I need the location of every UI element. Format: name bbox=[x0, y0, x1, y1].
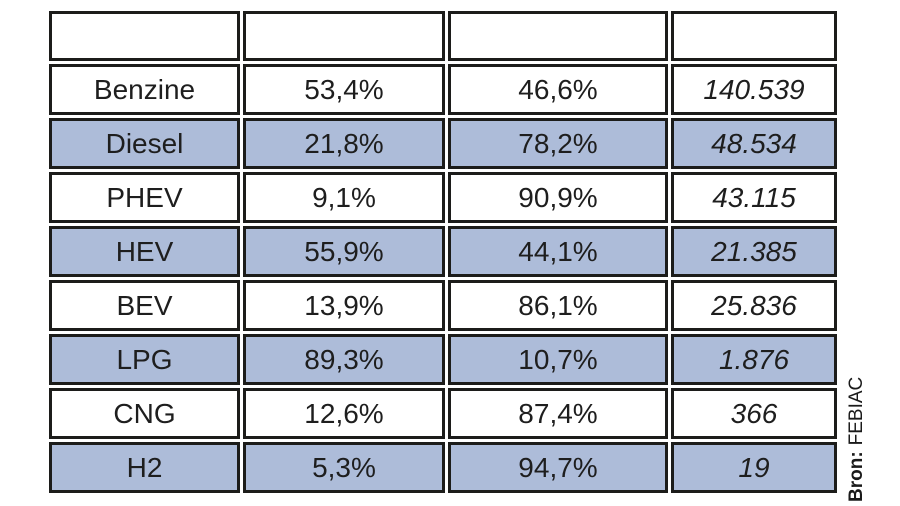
header-blank-cell bbox=[49, 11, 240, 61]
cell-totaal: 1.876 bbox=[671, 334, 837, 385]
cell-particulieren: 12,6% bbox=[243, 388, 445, 439]
cell-totaal: 48.534 bbox=[671, 118, 837, 169]
source-attribution: Bron: FEBIAC bbox=[846, 377, 868, 502]
cell-bedrijven: 94,7% bbox=[448, 442, 668, 493]
table-row-cng: CNG 12,6% 87,4% 366 bbox=[49, 388, 837, 439]
cell-totaal: 366 bbox=[671, 388, 837, 439]
cell-particulieren: 55,9% bbox=[243, 226, 445, 277]
table-row-lpg: LPG 89,3% 10,7% 1.876 bbox=[49, 334, 837, 385]
row-label: Diesel bbox=[49, 118, 240, 169]
cell-particulieren: 13,9% bbox=[243, 280, 445, 331]
table-row-phev: PHEV 9,1% 90,9% 43.115 bbox=[49, 172, 837, 223]
header-row: Particulieren Bedrijven Totaal bbox=[49, 11, 837, 61]
cell-totaal: 25.836 bbox=[671, 280, 837, 331]
cell-particulieren: 89,3% bbox=[243, 334, 445, 385]
cell-bedrijven: 86,1% bbox=[448, 280, 668, 331]
table-row-bev: BEV 13,9% 86,1% 25.836 bbox=[49, 280, 837, 331]
cell-totaal: 43.115 bbox=[671, 172, 837, 223]
table-row-h2: H2 5,3% 94,7% 19 bbox=[49, 442, 837, 493]
cell-totaal: 19 bbox=[671, 442, 837, 493]
header-bedrijven: Bedrijven bbox=[448, 11, 668, 61]
row-label: Benzine bbox=[49, 64, 240, 115]
row-label: LPG bbox=[49, 334, 240, 385]
source-prefix-label: Bron: bbox=[846, 451, 867, 502]
cell-particulieren: 5,3% bbox=[243, 442, 445, 493]
row-label: HEV bbox=[49, 226, 240, 277]
cell-bedrijven: 44,1% bbox=[448, 226, 668, 277]
table-row-diesel: Diesel 21,8% 78,2% 48.534 bbox=[49, 118, 837, 169]
cell-particulieren: 9,1% bbox=[243, 172, 445, 223]
row-label: H2 bbox=[49, 442, 240, 493]
cell-particulieren: 21,8% bbox=[243, 118, 445, 169]
cell-bedrijven: 10,7% bbox=[448, 334, 668, 385]
cell-bedrijven: 87,4% bbox=[448, 388, 668, 439]
cell-bedrijven: 78,2% bbox=[448, 118, 668, 169]
cell-totaal: 21.385 bbox=[671, 226, 837, 277]
row-label: PHEV bbox=[49, 172, 240, 223]
table-row-benzine: Benzine 53,4% 46,6% 140.539 bbox=[49, 64, 837, 115]
fuel-registrations-table: Particulieren Bedrijven Totaal Benzine 5… bbox=[46, 8, 840, 496]
cell-bedrijven: 90,9% bbox=[448, 172, 668, 223]
row-label: BEV bbox=[49, 280, 240, 331]
table-row-hev: HEV 55,9% 44,1% 21.385 bbox=[49, 226, 837, 277]
source-name-label: FEBIAC bbox=[846, 376, 867, 446]
header-particulieren: Particulieren bbox=[243, 11, 445, 61]
header-totaal: Totaal bbox=[671, 11, 837, 61]
row-label: CNG bbox=[49, 388, 240, 439]
cell-particulieren: 53,4% bbox=[243, 64, 445, 115]
cell-totaal: 140.539 bbox=[671, 64, 837, 115]
cell-bedrijven: 46,6% bbox=[448, 64, 668, 115]
